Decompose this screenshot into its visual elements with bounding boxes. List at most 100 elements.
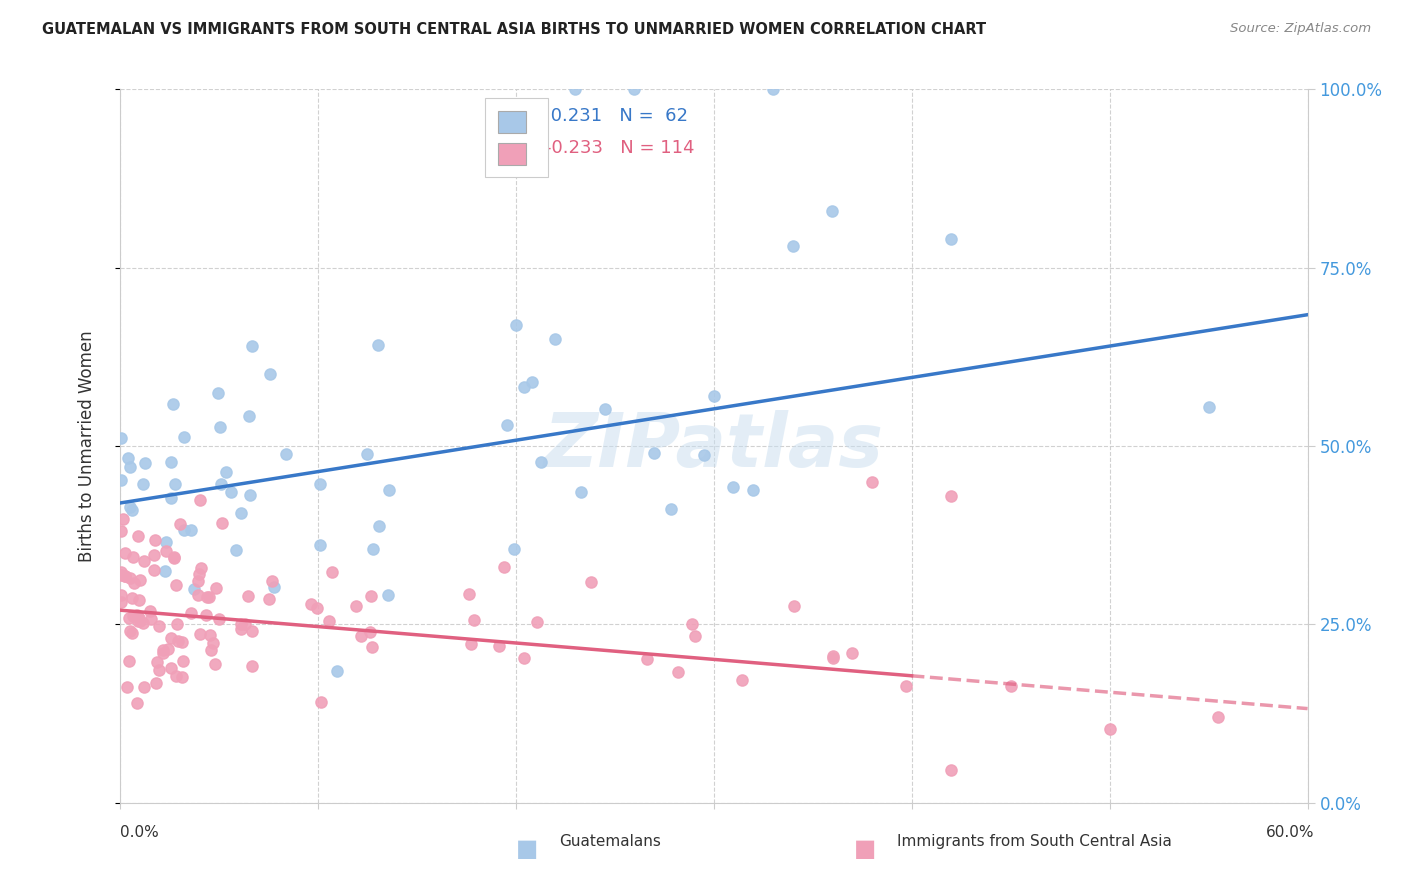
Point bbox=[166, 616, 188, 631]
Point bbox=[190, 560, 212, 574]
Point bbox=[155, 564, 177, 578]
Point bbox=[129, 615, 152, 629]
Point bbox=[238, 589, 260, 603]
Point bbox=[311, 695, 333, 709]
Point bbox=[263, 580, 285, 594]
Point bbox=[623, 82, 645, 96]
Point bbox=[821, 651, 844, 665]
Point bbox=[157, 641, 180, 656]
Point bbox=[201, 635, 224, 649]
Point bbox=[134, 456, 156, 470]
Legend: , : , bbox=[485, 98, 548, 178]
Text: ZIPatlas: ZIPatlas bbox=[544, 409, 883, 483]
Text: GUATEMALAN VS IMMIGRANTS FROM SOUTH CENTRAL ASIA BIRTHS TO UNMARRIED WOMEN CORRE: GUATEMALAN VS IMMIGRANTS FROM SOUTH CENT… bbox=[42, 22, 986, 37]
Point bbox=[188, 567, 211, 582]
Point bbox=[139, 604, 162, 618]
Text: Source: ZipAtlas.com: Source: ZipAtlas.com bbox=[1230, 22, 1371, 36]
Point bbox=[377, 588, 399, 602]
Point bbox=[939, 763, 962, 777]
Point bbox=[460, 637, 482, 651]
Point bbox=[668, 665, 690, 680]
Point bbox=[240, 339, 263, 353]
Point bbox=[579, 575, 602, 590]
Point bbox=[593, 401, 616, 416]
Point bbox=[155, 534, 177, 549]
Point bbox=[238, 409, 260, 424]
Point bbox=[180, 606, 202, 620]
Point bbox=[219, 485, 242, 500]
Point bbox=[229, 507, 252, 521]
Point bbox=[165, 578, 187, 592]
Point bbox=[188, 627, 211, 641]
Point bbox=[152, 643, 174, 657]
Point bbox=[207, 385, 229, 400]
Point bbox=[170, 670, 193, 684]
Point bbox=[211, 516, 233, 531]
Point bbox=[259, 367, 281, 381]
Point bbox=[939, 489, 962, 503]
Point bbox=[239, 488, 262, 502]
Point bbox=[159, 631, 181, 645]
Point bbox=[681, 616, 703, 631]
Point bbox=[683, 629, 706, 643]
Point bbox=[141, 612, 163, 626]
Point bbox=[195, 590, 218, 604]
Point bbox=[129, 573, 152, 587]
Point bbox=[155, 543, 177, 558]
Point bbox=[235, 616, 257, 631]
Point bbox=[110, 524, 132, 539]
Point bbox=[257, 592, 280, 607]
Point bbox=[110, 565, 132, 579]
Point bbox=[821, 203, 844, 218]
Point bbox=[160, 455, 183, 469]
Point bbox=[762, 82, 785, 96]
Point bbox=[488, 640, 510, 654]
Point bbox=[318, 614, 340, 628]
Point bbox=[326, 664, 349, 678]
Point bbox=[163, 550, 186, 565]
Point bbox=[132, 554, 155, 568]
Text: 0.0%: 0.0% bbox=[120, 825, 159, 840]
Point bbox=[204, 657, 226, 671]
Point bbox=[128, 611, 150, 625]
Point bbox=[112, 512, 135, 526]
Point bbox=[127, 529, 149, 543]
Point bbox=[110, 432, 132, 446]
Point bbox=[513, 380, 536, 394]
Point bbox=[229, 617, 252, 632]
Point bbox=[356, 448, 378, 462]
Point bbox=[194, 607, 217, 622]
Point bbox=[894, 679, 917, 693]
Point bbox=[145, 676, 167, 690]
Point bbox=[721, 480, 744, 494]
Point bbox=[118, 460, 141, 475]
Point bbox=[143, 533, 166, 548]
Point bbox=[190, 493, 212, 508]
Point bbox=[208, 419, 231, 434]
Point bbox=[131, 477, 153, 491]
Point bbox=[377, 483, 399, 498]
Point bbox=[172, 655, 194, 669]
Point bbox=[1098, 723, 1121, 737]
Point bbox=[240, 659, 263, 673]
Point bbox=[742, 483, 765, 498]
Point bbox=[367, 337, 389, 351]
Point bbox=[110, 595, 132, 609]
Point bbox=[512, 651, 534, 665]
Point bbox=[127, 696, 149, 710]
Point bbox=[492, 559, 515, 574]
Point bbox=[346, 599, 368, 613]
Text: 60.0%: 60.0% bbox=[1267, 825, 1315, 840]
Point bbox=[260, 574, 283, 589]
Point bbox=[124, 576, 146, 591]
Point bbox=[225, 542, 247, 557]
Point bbox=[128, 593, 150, 607]
Point bbox=[458, 587, 481, 601]
Point bbox=[321, 566, 343, 580]
Point bbox=[305, 600, 328, 615]
Text: ■: ■ bbox=[853, 837, 876, 861]
Point bbox=[1208, 710, 1230, 724]
Point bbox=[183, 582, 205, 597]
Point bbox=[127, 614, 149, 628]
Point bbox=[939, 232, 962, 246]
